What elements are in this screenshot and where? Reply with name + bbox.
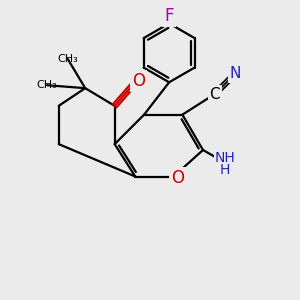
- Text: F: F: [164, 7, 174, 25]
- Text: O: O: [172, 169, 184, 187]
- Text: CH₃: CH₃: [37, 80, 57, 90]
- Text: O: O: [132, 72, 145, 90]
- Text: C: C: [209, 87, 220, 102]
- Text: N: N: [230, 66, 241, 81]
- Text: CH₃: CH₃: [57, 54, 78, 64]
- Text: NH: NH: [215, 151, 236, 165]
- Text: H: H: [220, 163, 230, 177]
